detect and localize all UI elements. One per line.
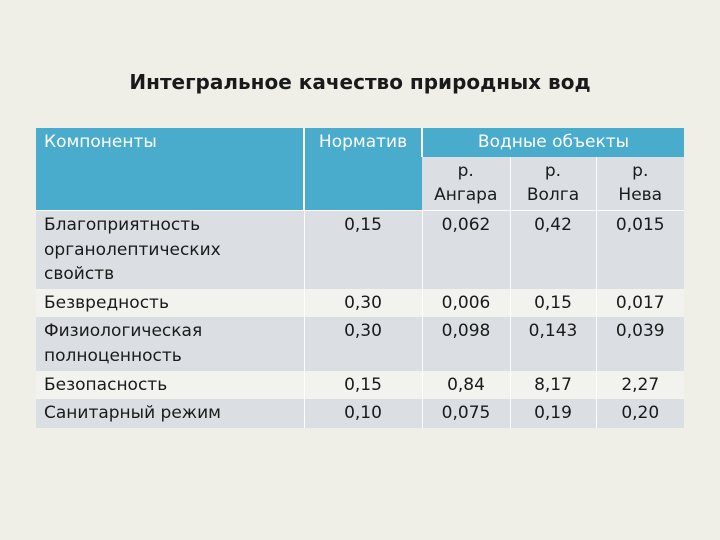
cell-volga: 0,15 xyxy=(509,288,596,318)
header-water-objects: Водные объекты xyxy=(420,128,685,157)
cell-component-line: свойств xyxy=(44,264,115,285)
cell-component: Благоприятность органолептических свойств xyxy=(36,209,304,289)
slide-title: Интегральное качество природных вод xyxy=(129,70,591,94)
table-subheader-row: р. Ангара р. Волга р. Нева xyxy=(36,156,685,211)
cell-volga: 8,17 xyxy=(509,370,596,400)
cell-neva: 0,017 xyxy=(595,288,685,318)
table-row: Безопасность 0,15 0,84 8,17 2,27 xyxy=(36,370,685,400)
cell-neva: 0,20 xyxy=(595,399,685,429)
cell-norm: 0,30 xyxy=(303,288,422,318)
cell-component-line: Физиологическая xyxy=(44,321,203,342)
cell-norm: 0,10 xyxy=(303,399,422,429)
cell-norm: 0,15 xyxy=(303,370,422,400)
header-neva-line2: Нева xyxy=(618,185,663,206)
header-angara-line2: Ангара xyxy=(434,185,498,206)
cell-component: Безвредность xyxy=(36,288,304,318)
cell-component-line: полноценность xyxy=(44,346,182,367)
table-row: Физиологическая полноценность 0,30 0,098 … xyxy=(36,317,685,371)
header-components: Компоненты xyxy=(36,128,304,211)
header-neva-line1: р. xyxy=(632,160,649,181)
cell-neva: 0,039 xyxy=(595,317,685,371)
cell-norm: 0,30 xyxy=(303,317,422,371)
header-norm: Норматив xyxy=(303,128,422,211)
header-volga-line1: р. xyxy=(544,160,562,181)
header-volga: р. Волга xyxy=(509,156,596,211)
water-quality-table: Компоненты Норматив Водные объекты р. Анг… xyxy=(36,128,685,429)
header-angara-line1: р. xyxy=(457,160,474,181)
cell-angara: 0,098 xyxy=(421,317,510,371)
cell-component-line: Благоприятность xyxy=(44,214,201,235)
cell-component: Физиологическая полноценность xyxy=(36,317,304,371)
header-neva: р. Нева xyxy=(595,156,685,211)
cell-neva: 2,27 xyxy=(595,370,685,400)
cell-volga: 0,19 xyxy=(509,399,596,429)
table-row: Санитарный режим 0,10 0,075 0,19 0,20 xyxy=(36,399,685,429)
cell-neva: 0,015 xyxy=(595,209,685,289)
cell-angara: 0,84 xyxy=(421,370,510,400)
cell-angara: 0,006 xyxy=(421,288,510,318)
cell-norm: 0,15 xyxy=(303,209,422,289)
table-row: Безвредность 0,30 0,006 0,15 0,017 xyxy=(36,288,685,318)
cell-angara: 0,062 xyxy=(421,209,510,289)
table-header-row: Компоненты Норматив Водные объекты xyxy=(36,128,685,211)
header-angara: р. Ангара xyxy=(422,156,510,211)
cell-volga: 0,42 xyxy=(509,209,596,289)
header-volga-line2: Волга xyxy=(526,185,580,206)
cell-component-line: органолептических xyxy=(44,239,221,260)
table-row: Благоприятность органолептических свойств … xyxy=(36,209,685,289)
cell-component: Безопасность xyxy=(36,370,304,400)
cell-angara: 0,075 xyxy=(421,399,510,429)
cell-component: Санитарный режим xyxy=(36,399,304,429)
cell-volga: 0,143 xyxy=(509,317,596,371)
